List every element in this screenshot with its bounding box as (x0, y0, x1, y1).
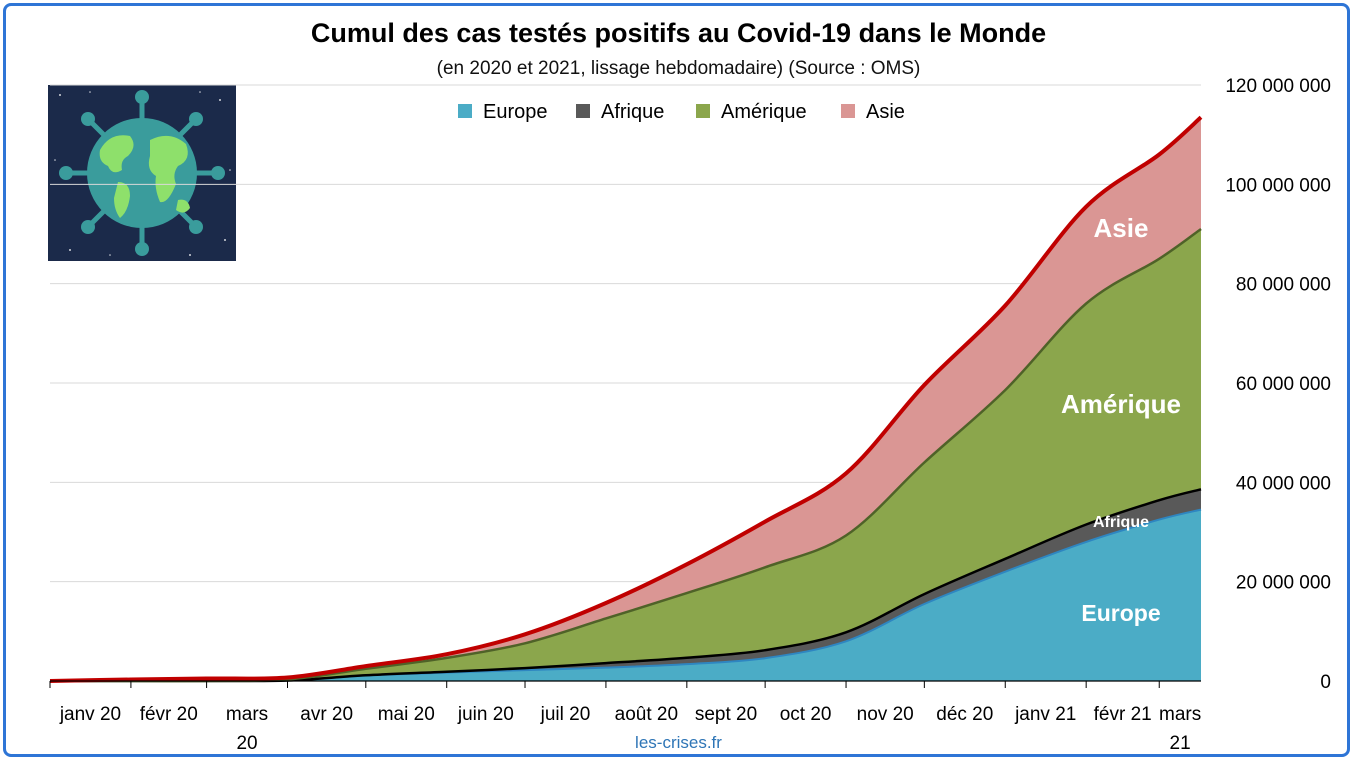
line-asie (49, 115, 1203, 683)
virus-globe-icon (48, 85, 236, 261)
legend-swatch-afrique (576, 104, 590, 118)
area-label-asie: Asie (1094, 213, 1149, 243)
area-labels: Europe Afrique Amérique Asie (1061, 213, 1181, 626)
stacked-areas (50, 117, 1201, 682)
x-tick-label: févr 20 (140, 704, 198, 725)
x-tick-label: févr 21 (1094, 704, 1152, 725)
x-axis (49, 680, 1201, 688)
source-credit: les-crises.fr (635, 733, 722, 752)
y-tick-label: 100 000 000 (1225, 175, 1331, 196)
area-asie (50, 117, 1201, 682)
legend-label-europe: Europe (483, 101, 548, 123)
chart-frame (3, 3, 1350, 757)
area-europe (50, 509, 1201, 682)
y-tick-label: 80 000 000 (1236, 275, 1331, 296)
y-tick-label: 20 000 000 (1236, 573, 1331, 594)
x-tick-label: janv 21 (1014, 704, 1076, 725)
y-tick-label: 0 (1320, 672, 1331, 693)
area-label-afrique: Afrique (1093, 514, 1149, 531)
x-tick-label: sept 20 (695, 704, 757, 725)
x-tick-label: août 20 (615, 704, 678, 725)
x-tick-label-year: 20 (236, 733, 257, 754)
y-tick-label: 60 000 000 (1236, 374, 1331, 395)
chart-subtitle: (en 2020 et 2021, lissage hebdomadaire) … (436, 58, 921, 79)
y-axis-tick-labels: 0 20 000 000 40 000 000 60 000 000 80 000 00… (1225, 76, 1331, 693)
x-tick-label-year: 21 (1170, 733, 1191, 754)
x-tick-label: déc 20 (936, 704, 993, 725)
x-tick-label: oct 20 (780, 704, 832, 725)
legend-swatch-europe (458, 104, 472, 118)
area-label-europe: Europe (1081, 600, 1160, 626)
legend-label-asie: Asie (866, 101, 905, 123)
area-label-amerique: Amérique (1061, 389, 1181, 419)
x-tick-label: mai 20 (378, 704, 435, 725)
x-tick-label: nov 20 (857, 704, 914, 725)
x-tick-label: janv 20 (59, 704, 121, 725)
area-amerique (50, 229, 1201, 682)
legend-swatch-asie (841, 104, 855, 118)
legend: Europe Afrique Amérique Asie (458, 101, 905, 123)
y-tick-label: 40 000 000 (1236, 473, 1331, 494)
x-tick-label: juil 20 (540, 704, 591, 725)
y-tick-label: 120 000 000 (1225, 76, 1331, 97)
chart-title: Cumul des cas testés positifs au Covid-1… (310, 18, 1047, 48)
x-tick-label: avr 20 (300, 704, 353, 725)
legend-label-afrique: Afrique (601, 101, 664, 123)
legend-label-amerique: Amérique (721, 101, 807, 123)
legend-swatch-amerique (696, 104, 710, 118)
x-tick-label: juin 20 (457, 704, 514, 725)
